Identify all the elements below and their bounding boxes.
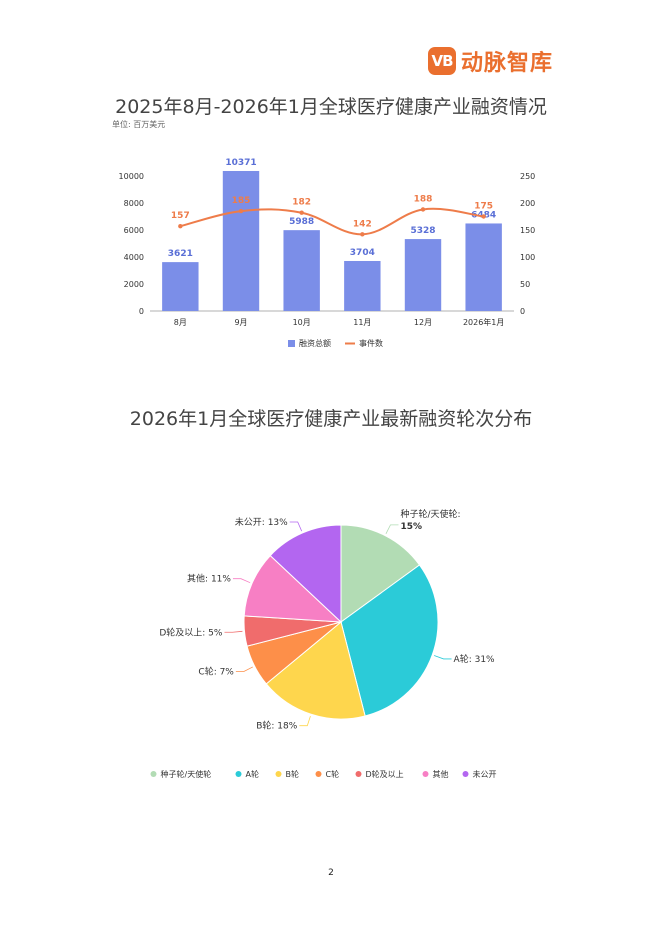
bar-data-label: 3621 bbox=[168, 249, 193, 259]
bar bbox=[283, 230, 320, 311]
pie-slice bbox=[340, 524, 421, 623]
pie-slice-label: 未公开: 13% bbox=[235, 516, 288, 528]
legend-bar-swatch bbox=[288, 340, 295, 347]
y-left-tick-label: 10000 bbox=[119, 172, 144, 181]
bar bbox=[465, 223, 502, 311]
line-data-label: 175 bbox=[474, 202, 493, 212]
line-point bbox=[420, 207, 426, 212]
bar-chart-title: 2025年8月-2026年1月全球医疗健康产业融资情况 bbox=[115, 96, 547, 118]
pie-slice-label: A轮: 31% bbox=[454, 653, 496, 665]
page-number: 2 bbox=[328, 868, 334, 878]
x-tick-label: 11月 bbox=[353, 318, 371, 327]
x-tick-label: 8月 bbox=[174, 318, 187, 327]
y-right-tick-label: 250 bbox=[520, 172, 535, 181]
y-right-tick-label: 200 bbox=[520, 199, 535, 208]
pie-leader-line bbox=[224, 630, 243, 633]
bar bbox=[222, 170, 260, 311]
legend-label: 种子轮/天使轮 bbox=[161, 769, 212, 779]
y-right-tick-label: 50 bbox=[520, 280, 530, 289]
x-tick-label: 12月 bbox=[414, 318, 432, 327]
legend-swatch bbox=[275, 771, 282, 777]
x-tick-label: 9月 bbox=[234, 318, 247, 327]
pie-slice-label: 种子轮/天使轮: 15% bbox=[400, 508, 460, 532]
line-data-label: 188 bbox=[414, 194, 433, 204]
y-left-tick-label: 8000 bbox=[124, 199, 144, 208]
pie-leader-line bbox=[434, 655, 452, 660]
x-tick-label: 10月 bbox=[293, 318, 311, 327]
y-left-tick-label: 2000 bbox=[124, 280, 144, 289]
logo-mark-icon: VB bbox=[428, 47, 456, 75]
legend-label: B轮 bbox=[286, 769, 300, 779]
line-data-label: 182 bbox=[292, 198, 311, 208]
y-left-tick-label: 4000 bbox=[124, 253, 144, 262]
pie-slice bbox=[265, 621, 366, 720]
y-left-tick-label: 6000 bbox=[124, 226, 144, 235]
pie-leader-line bbox=[235, 666, 253, 672]
pie-chart-title: 2026年1月全球医疗健康产业最新融资轮次分布 bbox=[129, 408, 533, 430]
pie-leader-line bbox=[299, 716, 311, 727]
legend-swatch bbox=[462, 771, 469, 777]
bar-line-chart: 0 2000 4000 6000 8000 10000 0 50 100 150 200 250 362… bbox=[119, 158, 536, 348]
bar-data-label: 5328 bbox=[410, 226, 435, 236]
logo-text: 动脉智库 bbox=[461, 51, 554, 76]
bar bbox=[162, 262, 199, 311]
legend-swatch bbox=[235, 771, 242, 777]
y-right-tick-label: 100 bbox=[520, 253, 535, 262]
legend-label: C轮 bbox=[326, 769, 340, 779]
legend-label: A轮 bbox=[246, 769, 259, 779]
pie-slice bbox=[243, 554, 343, 623]
y-right-tick-label: 0 bbox=[520, 307, 525, 316]
bar bbox=[404, 239, 442, 311]
line-point bbox=[360, 232, 365, 237]
x-tick-label: 2026年1月 bbox=[463, 317, 504, 327]
line-data-label: 185 bbox=[232, 196, 251, 206]
legend-swatch bbox=[150, 771, 157, 777]
legend-swatch bbox=[315, 771, 322, 777]
line-data-label: 142 bbox=[353, 219, 372, 229]
brand-logo: VB 动脉智库 bbox=[428, 46, 553, 76]
legend-swatch bbox=[355, 771, 362, 777]
pie-slice bbox=[269, 524, 342, 624]
bar-chart-unit: 单位: 百万美元 bbox=[112, 120, 166, 129]
line-point bbox=[238, 208, 244, 214]
legend-bar-label: 融资总额 bbox=[299, 338, 331, 348]
legend-label: 未公开 bbox=[473, 769, 497, 779]
bar bbox=[344, 260, 381, 311]
y-right-tick-label: 150 bbox=[520, 226, 535, 235]
line-data-label: 157 bbox=[171, 211, 190, 221]
pie-chart: 种子轮/天使轮: 15% A轮: 31% B轮: 18% C轮: 7% D轮及以上: 5%… bbox=[150, 508, 497, 779]
line-point bbox=[178, 224, 183, 229]
pie-leader-line bbox=[232, 578, 251, 584]
legend-line-label: 事件数 bbox=[359, 338, 383, 348]
bar-data-label: 3704 bbox=[350, 248, 375, 258]
pie-leader-line bbox=[289, 521, 303, 532]
pie-slice-label: D轮及以上: 5% bbox=[159, 626, 223, 638]
line-point bbox=[481, 214, 486, 219]
event-count-line bbox=[180, 207, 484, 236]
y-left-tick-label: 0 bbox=[139, 307, 144, 316]
pie-slice-label: 其他: 11% bbox=[187, 573, 231, 585]
pie-slice-label: B轮: 18% bbox=[256, 720, 298, 732]
line-point bbox=[299, 210, 304, 215]
pie-slice-label: C轮: 7% bbox=[198, 665, 234, 677]
bar-data-label: 10371 bbox=[225, 158, 256, 168]
bar-data-label: 5988 bbox=[289, 217, 314, 227]
pie-slice bbox=[340, 564, 439, 717]
legend-label: 其他 bbox=[433, 769, 449, 779]
legend-label: D轮及以上 bbox=[366, 769, 404, 779]
legend-swatch bbox=[422, 771, 429, 777]
pie-leader-line bbox=[385, 524, 399, 534]
